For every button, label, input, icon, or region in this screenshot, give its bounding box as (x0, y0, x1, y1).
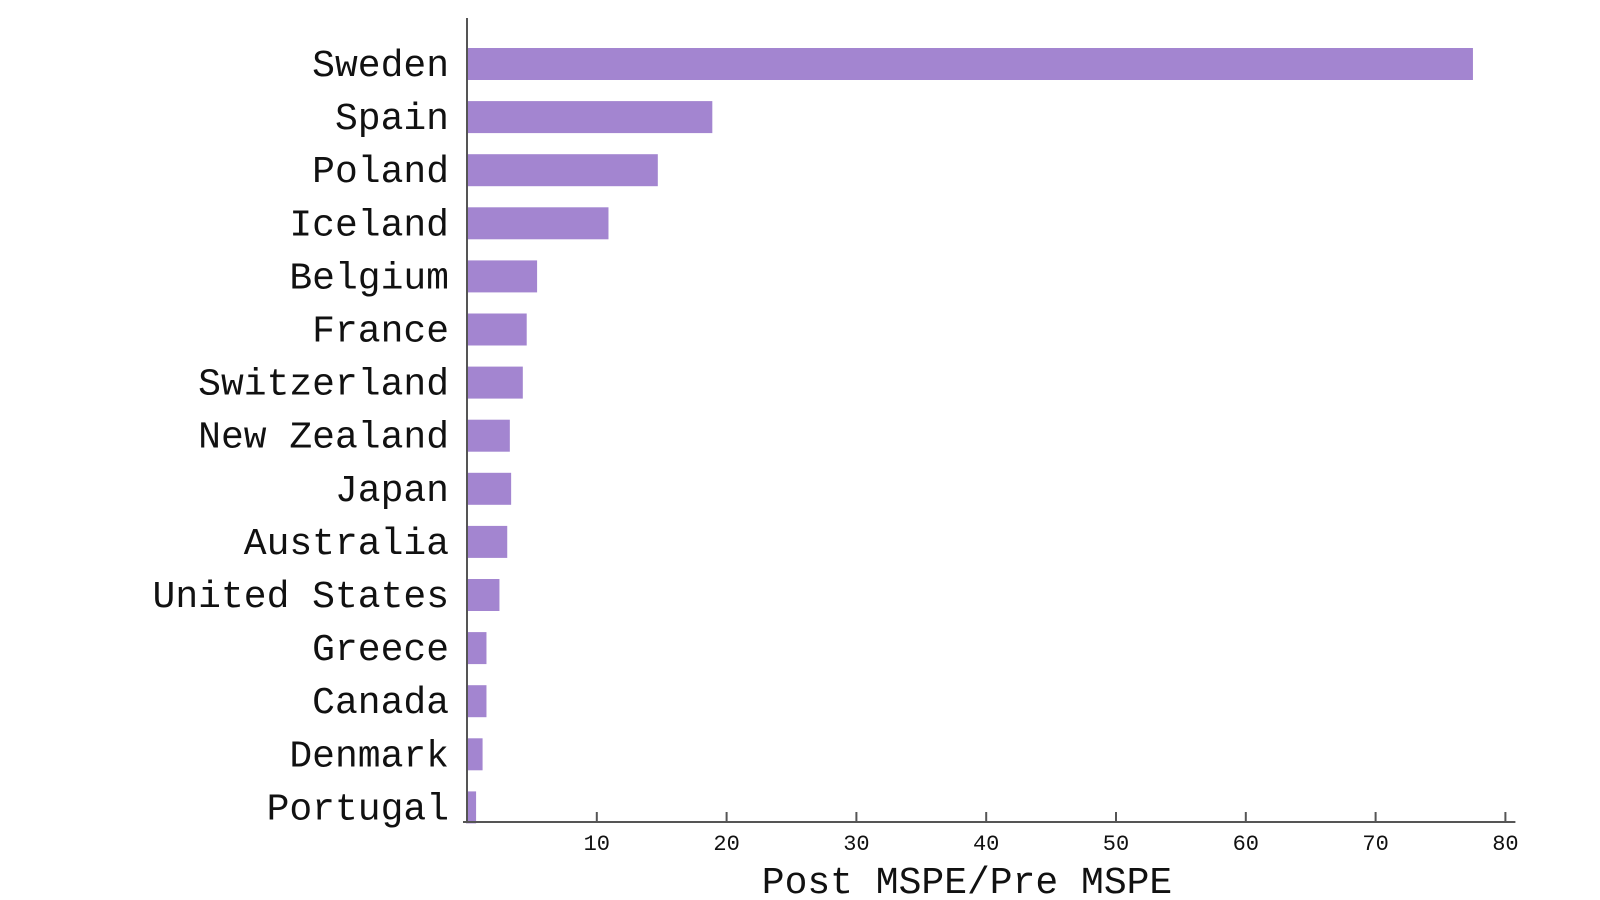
bar-portugal (466, 791, 477, 824)
bar-canada (466, 685, 487, 718)
category-label: Portugal (267, 788, 449, 831)
bar-united-states (466, 579, 500, 611)
category-label: France (312, 311, 449, 354)
bar-iceland (466, 207, 609, 240)
bar-australia (466, 525, 508, 558)
category-label: United States (153, 576, 449, 619)
x-tick-label: 20 (713, 832, 739, 857)
bar-denmark (466, 738, 483, 771)
category-label: Greece (312, 629, 449, 672)
x-tick-label: 60 (1233, 832, 1259, 857)
bar-japan (466, 472, 512, 505)
category-label: New Zealand (198, 417, 449, 460)
bar-france (466, 313, 527, 346)
x-tick-label: 10 (584, 832, 610, 857)
x-tick-label: 70 (1362, 832, 1388, 857)
category-label: Iceland (289, 204, 449, 247)
x-tick-label: 50 (1103, 832, 1129, 857)
x-tick-label: 40 (973, 832, 999, 857)
category-label: Sweden (312, 45, 449, 88)
x-axis-title: Post MSPE/Pre MSPE (762, 862, 1172, 900)
bar-greece (466, 632, 487, 665)
category-label: Belgium (289, 257, 449, 300)
category-label: Spain (335, 98, 449, 141)
bar-switzerland (466, 366, 523, 399)
category-label: Australia (244, 523, 449, 566)
bar-spain (466, 101, 713, 134)
x-tick-label: 30 (843, 832, 869, 857)
category-label: Poland (312, 151, 449, 194)
category-label: Canada (312, 682, 449, 725)
bar-sweden (466, 48, 1473, 80)
x-tick-label: 80 (1492, 832, 1518, 857)
category-label: Japan (335, 470, 449, 513)
category-label: Switzerland (198, 364, 449, 407)
bar-poland (466, 154, 658, 187)
bar-new-zealand (466, 419, 510, 452)
bar-belgium (466, 260, 538, 293)
category-label: Denmark (289, 735, 449, 778)
